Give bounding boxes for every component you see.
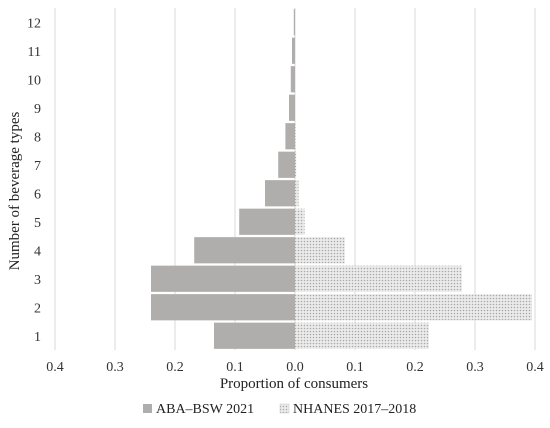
legend-label-nhanes: NHANES 2017–2018 — [293, 402, 416, 417]
y-tick-label: 12 — [27, 16, 41, 31]
y-tick-label: 8 — [34, 130, 41, 145]
legend-swatch-aba-bsw — [143, 404, 152, 413]
x-tick-label: 0.3 — [466, 360, 484, 375]
tick-labels: 0.4 0.3 0.2 0.1 0.0 0.1 0.2 0.3 0.41234567891011… — [27, 16, 544, 375]
bar-aba-bsw — [290, 66, 295, 93]
x-tick-label: 0.4 — [526, 360, 544, 375]
x-tick-label: 0.3 — [106, 360, 124, 375]
y-tick-label: 10 — [27, 73, 41, 88]
bar-aba-bsw — [289, 94, 295, 121]
bars — [151, 9, 532, 349]
bar-nhanes — [295, 208, 305, 235]
x-tick-label: 0.0 — [286, 360, 304, 375]
x-tick-label: 0.2 — [406, 360, 424, 375]
bar-aba-bsw — [151, 294, 295, 321]
bar-nhanes — [295, 180, 299, 207]
gridlines — [54, 8, 536, 350]
y-axis-label: Number of beverage types — [7, 111, 23, 270]
y-tick-label: 7 — [34, 159, 41, 174]
bar-aba-bsw — [239, 208, 295, 235]
bar-aba-bsw — [214, 322, 295, 349]
legend-swatch-nhanes — [279, 403, 290, 414]
bar-aba-bsw — [265, 180, 295, 207]
bar-nhanes — [295, 151, 297, 178]
x-axis-label: Proportion of consumers — [220, 376, 368, 392]
x-tick-label: 0.1 — [226, 360, 244, 375]
bar-aba-bsw — [151, 265, 295, 292]
bar-nhanes — [295, 265, 462, 292]
bar-nhanes — [295, 294, 532, 321]
bar-aba-bsw — [293, 9, 295, 36]
y-tick-label: 2 — [34, 301, 41, 316]
y-tick-label: 9 — [34, 102, 41, 117]
bar-nhanes — [295, 237, 345, 264]
bar-aba-bsw — [285, 123, 295, 150]
y-tick-label: 4 — [34, 244, 41, 259]
y-tick-label: 1 — [34, 330, 41, 345]
bar-nhanes — [295, 322, 429, 349]
legend: ABA–BSW 2021 NHANES 2017–2018 — [143, 402, 416, 417]
bar-nhanes — [295, 123, 296, 150]
y-tick-label: 5 — [34, 216, 41, 231]
x-tick-label: 0.2 — [166, 360, 184, 375]
bar-aba-bsw — [278, 151, 295, 178]
bar-aba-bsw — [292, 37, 295, 64]
x-tick-label: 0.1 — [346, 360, 364, 375]
x-tick-label: 0.4 — [46, 360, 64, 375]
y-tick-label: 11 — [28, 45, 41, 60]
legend-label-aba-bsw: ABA–BSW 2021 — [156, 402, 254, 417]
y-tick-label: 6 — [34, 187, 41, 202]
bar-aba-bsw — [194, 237, 295, 264]
y-tick-label: 3 — [34, 273, 41, 288]
